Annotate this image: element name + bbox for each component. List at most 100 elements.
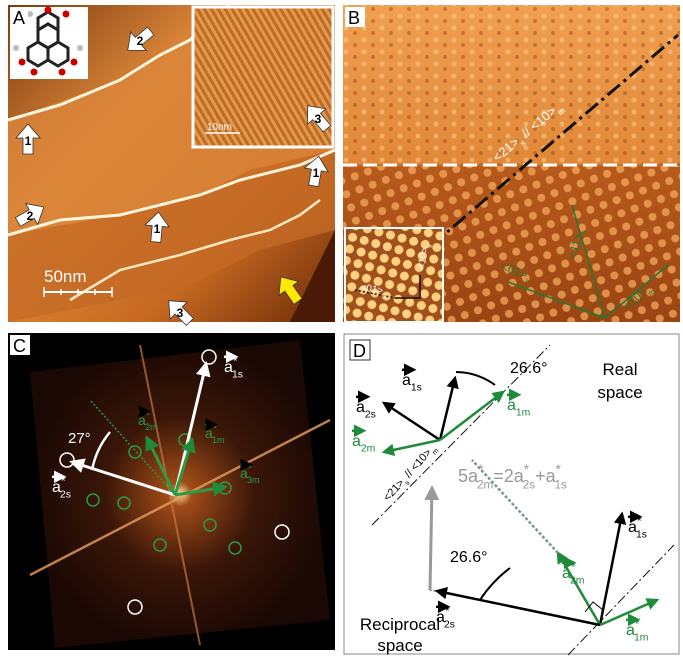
angle-arc <box>455 371 496 386</box>
label-sub: s <box>524 276 531 286</box>
arrow-number: 2 <box>27 209 34 223</box>
diagram-box <box>343 333 680 655</box>
label-text: a <box>628 519 637 536</box>
angle-label: 26.6° <box>510 360 548 377</box>
label-sub: 1s <box>411 383 422 394</box>
arrow-number: 3 <box>177 306 184 320</box>
inset-direction-label: <10>s <box>416 242 434 271</box>
panel-label: D <box>353 341 366 361</box>
arrow-number: 3 <box>315 112 322 126</box>
label-sub: 2m <box>570 576 584 587</box>
vector-label: a1s <box>402 372 422 394</box>
arrow-number: 1 <box>313 166 320 180</box>
arrow-number: 1 <box>154 222 161 236</box>
label-sub: s <box>403 479 412 487</box>
real-vectors <box>381 375 505 457</box>
vector-label: a2s <box>356 399 376 421</box>
direction-line <box>371 344 551 526</box>
label-sub: 1m <box>212 435 225 445</box>
panel-a: 10nm 50nm A <box>7 3 336 322</box>
terrace <box>8 150 335 322</box>
zoom-inset <box>191 5 335 149</box>
label-sub: 3m <box>247 475 260 485</box>
label-text: a <box>356 399 365 416</box>
label-text: a <box>402 372 411 389</box>
indicator-arrow <box>127 26 155 51</box>
indicator-arrow <box>307 105 332 133</box>
label-sub: s <box>580 230 590 236</box>
label-text: a <box>626 622 635 639</box>
space-label: Reciprocal <box>360 615 440 634</box>
label-sub: m <box>430 447 440 457</box>
indicator-arrow <box>168 300 195 327</box>
label-text: a <box>507 397 516 414</box>
direction-label: <11>s <box>565 227 590 261</box>
guide-line <box>89 399 176 496</box>
label-text: a <box>436 609 445 626</box>
direction-line <box>567 544 675 656</box>
label-text: a <box>224 359 233 376</box>
step-edge <box>7 148 336 237</box>
inset-scale-label: 10nm <box>207 122 232 133</box>
reciprocal-vectors <box>424 459 660 627</box>
scale-ticks <box>43 287 113 297</box>
label-text: <11> <box>565 231 585 260</box>
label-sub: 1m <box>634 633 648 644</box>
inset-axes <box>354 275 421 299</box>
label-sub: m <box>646 287 657 298</box>
label-text: a <box>240 465 248 481</box>
panel-label-box <box>349 339 371 361</box>
panel-label: B <box>348 8 360 28</box>
space-label: space <box>377 636 422 655</box>
label-sub: 1m <box>516 408 530 419</box>
label-text: <10> <box>416 246 431 271</box>
scale-label: 50nm <box>44 267 87 286</box>
fft-streak <box>139 344 201 646</box>
label-sub: 2s <box>444 620 455 631</box>
label-text: a <box>138 412 146 428</box>
yellow-arrow <box>278 276 303 305</box>
label-sup: * <box>524 462 530 477</box>
panel-label-box <box>345 7 365 27</box>
label-text: 5a <box>458 466 479 486</box>
label-text: +a <box>535 466 557 486</box>
fft-streak <box>29 418 331 577</box>
angle-arc <box>479 567 511 601</box>
vector-label: a2m <box>352 433 375 455</box>
label-sub: s <box>426 243 434 248</box>
label-text: a <box>52 479 61 496</box>
molecule <box>26 10 70 68</box>
label-sup: * <box>556 462 562 477</box>
panel-b: B <box>343 5 680 323</box>
vector-label: a1m <box>507 397 530 419</box>
angle-arc <box>90 431 111 471</box>
label-sup: * <box>478 462 484 477</box>
indicator-arrow <box>14 203 45 227</box>
panel-label-box <box>10 7 28 27</box>
label-sub: 2m <box>145 422 158 432</box>
label-sub: 2m <box>361 444 375 455</box>
molecule-atoms <box>13 6 83 76</box>
label-sub: 1s <box>232 370 243 381</box>
direction-vectors <box>507 204 669 319</box>
equation: 5a* 2m=2a* 2s+a* 1s <box>458 462 567 491</box>
space-label: Real <box>603 360 638 379</box>
indicator-arrow <box>303 155 329 188</box>
arrow-number: 1 <box>25 134 32 148</box>
panel-label: A <box>13 8 25 28</box>
right-angle <box>584 601 604 613</box>
label-sub: 2s <box>365 410 376 421</box>
panel-label-box <box>10 335 30 355</box>
angle-label: 27° <box>68 430 91 447</box>
label-text: a <box>205 425 213 441</box>
vectors <box>69 361 228 497</box>
angle-label: 26.6° <box>450 549 488 566</box>
label-sub: 1s <box>555 478 568 491</box>
label-text: =2a <box>493 466 525 486</box>
texture <box>343 5 680 165</box>
panel-label: C <box>13 336 26 356</box>
label-sub: 2s <box>60 490 71 501</box>
label-text: <01> <box>359 282 384 297</box>
